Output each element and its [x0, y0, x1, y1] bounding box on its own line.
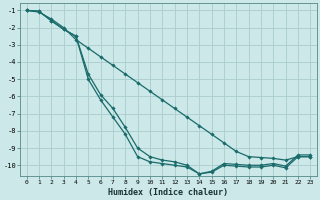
X-axis label: Humidex (Indice chaleur): Humidex (Indice chaleur): [108, 188, 228, 197]
